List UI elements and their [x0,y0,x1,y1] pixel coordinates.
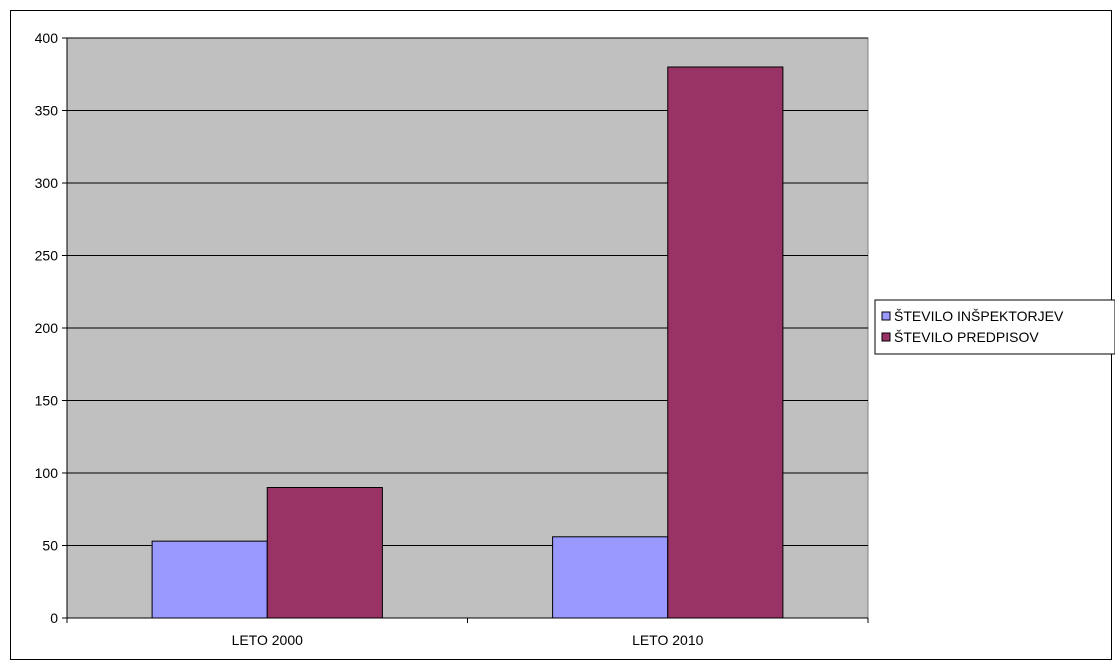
y-tick-label: 50 [42,538,58,554]
bar-1-2 [552,536,669,619]
x-tick-label: LETO 2000 [232,632,304,648]
legend: ŠTEVILO INŠPEKTORJEV ŠTEVILO PREDPISOV [874,299,1115,355]
y-tick-label: 150 [35,393,59,409]
y-tick-label: 250 [35,248,59,264]
legend-label-2: ŠTEVILO PREDPISOV [894,329,1039,345]
y-tick-label: 100 [35,465,59,481]
y-tick-label: 200 [35,320,59,336]
legend-label-1: ŠTEVILO INŠPEKTORJEV [894,308,1064,324]
x-tick-label: LETO 2010 [632,632,704,648]
bar-2-2 [667,66,784,619]
y-tick-label: 350 [35,103,59,119]
legend-swatch-1 [881,311,891,321]
y-tick-label: 300 [35,175,59,191]
legend-swatch-2 [881,332,891,342]
y-tick-label: 400 [35,30,59,46]
bar-1-1 [151,540,268,619]
legend-box [874,299,1115,355]
axes: 0 50 100 150 200 250 300 350 400 LETO 2000 LETO 20… [35,30,869,648]
y-tick-label: 0 [50,610,58,626]
bar-2-1 [266,487,383,619]
bars [151,66,784,619]
